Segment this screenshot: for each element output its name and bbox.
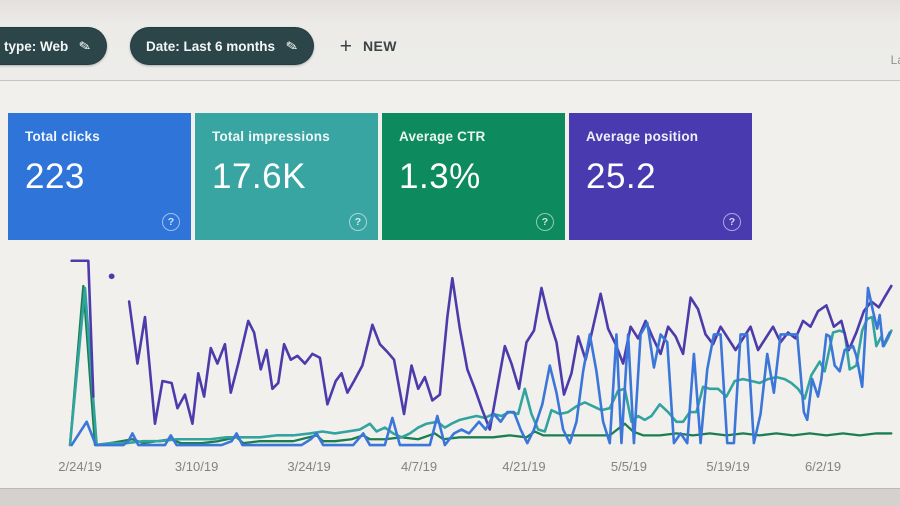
series-point-average-position <box>108 273 115 280</box>
series-line-average-position <box>129 278 891 429</box>
total-impressions-label: Total impressions <box>212 129 330 144</box>
help-icon[interactable]: ? <box>536 213 554 231</box>
x-axis-label: 5/5/19 <box>610 459 648 474</box>
series-line-average-ctr <box>70 286 891 445</box>
help-icon[interactable]: ? <box>162 213 180 231</box>
plus-icon: + <box>339 34 353 58</box>
average-ctr-value: 1.3% <box>399 157 481 196</box>
filter-chips-row: type: Web ✎ Date: Last 6 months ✎ + NEW <box>0 27 397 65</box>
x-axis: 2/24/19 3/10/19 3/24/19 4/7/19 4/21/19 5/5/19… <box>58 459 893 479</box>
average-position-card[interactable]: Average position 25.2 ? <box>569 113 752 240</box>
truncated-status-text: La <box>890 53 900 67</box>
x-axis-label: 4/7/19 <box>400 459 438 474</box>
edit-pencil-icon[interactable]: ✎ <box>77 36 93 55</box>
x-axis-label: 3/10/19 <box>174 459 219 474</box>
x-axis-label: 6/2/19 <box>804 459 842 474</box>
new-filter-label: NEW <box>363 38 397 54</box>
filter-chip-search-type[interactable]: type: Web ✎ <box>0 27 107 65</box>
performance-chart[interactable] <box>60 253 893 447</box>
new-filter-button[interactable]: + NEW <box>340 36 397 57</box>
average-ctr-label: Average CTR <box>399 129 486 144</box>
help-icon[interactable]: ? <box>349 213 367 231</box>
average-position-label: Average position <box>586 129 699 144</box>
average-position-value: 25.2 <box>586 157 657 196</box>
metric-cards-row: Total clicks 223 ? Total impressions 17.… <box>8 113 752 240</box>
x-axis-label: 2/24/19 <box>58 459 102 474</box>
total-clicks-label: Total clicks <box>25 129 100 144</box>
series-line-total-impressions <box>70 288 891 445</box>
x-axis-label: 3/24/19 <box>287 459 331 474</box>
performance-report-body: Total clicks 223 ? Total impressions 17.… <box>0 81 900 489</box>
filter-bar: type: Web ✎ Date: Last 6 months ✎ + NEW … <box>0 0 900 81</box>
page-bottom-edge <box>0 488 900 506</box>
filter-chip-date-range[interactable]: Date: Last 6 months ✎ <box>130 27 314 65</box>
edit-pencil-icon[interactable]: ✎ <box>284 36 300 55</box>
series-line-total-clicks <box>72 288 890 445</box>
performance-chart-canvas <box>60 253 893 447</box>
total-clicks-value: 223 <box>25 157 85 196</box>
average-ctr-card[interactable]: Average CTR 1.3% ? <box>382 113 565 240</box>
total-impressions-value: 17.6K <box>212 157 306 196</box>
help-icon[interactable]: ? <box>723 213 741 231</box>
x-axis-label: 5/19/19 <box>706 459 750 474</box>
x-axis-label: 4/21/19 <box>502 459 546 474</box>
total-clicks-card[interactable]: Total clicks 223 ? <box>8 113 191 240</box>
filter-chip-search-type-label: type: Web <box>4 38 69 54</box>
total-impressions-card[interactable]: Total impressions 17.6K ? <box>195 113 378 240</box>
series-line-average-position <box>72 261 94 397</box>
filter-chip-date-range-label: Date: Last 6 months <box>146 38 276 54</box>
